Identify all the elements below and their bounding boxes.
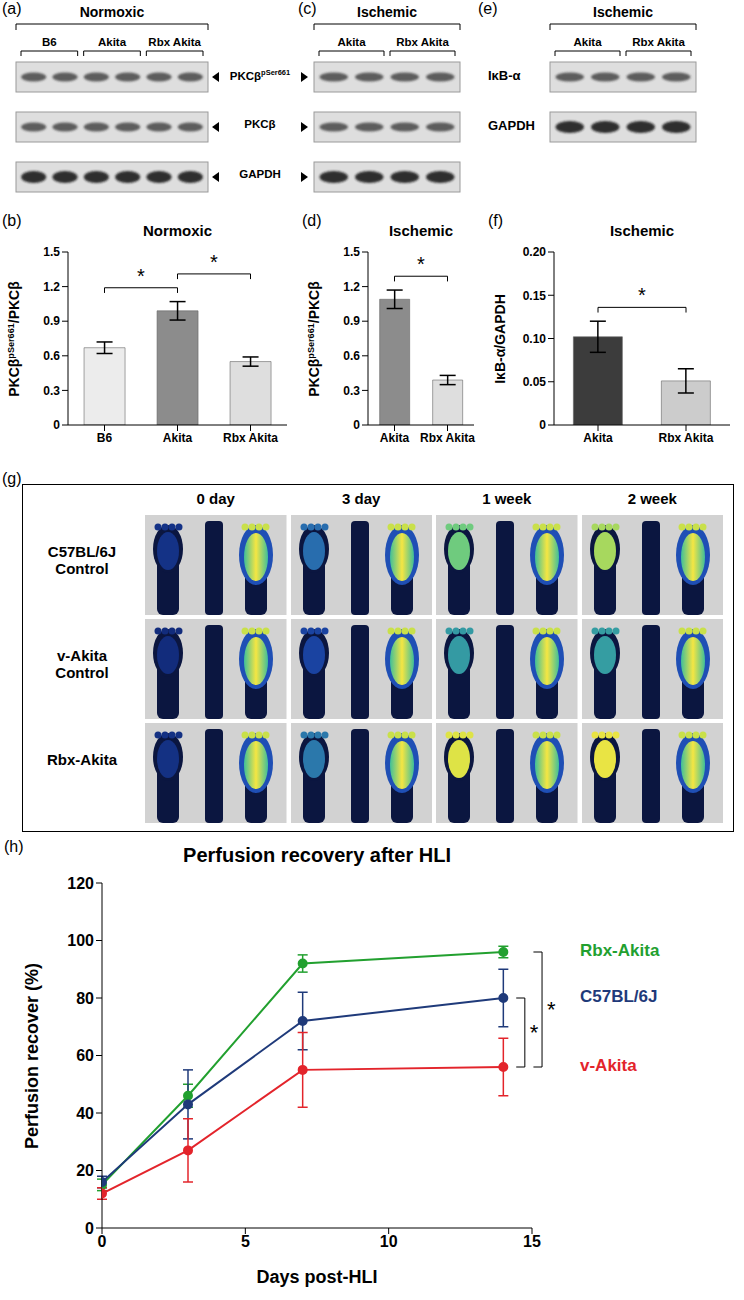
svg-text:0: 0 [85,1220,94,1237]
html-text:GAPDH: GAPDH [239,168,281,180]
svg-text:*: * [638,284,646,306]
svg-text:Akita: Akita [573,36,602,48]
svg-text:0.3: 0.3 [343,384,360,398]
svg-text:*: * [530,1020,539,1045]
svg-text:0: 0 [539,418,546,432]
html-text:C57BL/6J Control: C57BL/6J Control [47,543,117,577]
svg-text:20: 20 [76,1162,94,1179]
svg-text:1.5: 1.5 [43,245,60,259]
svg-text:0.9: 0.9 [343,314,360,328]
svg-text:1.5: 1.5 [343,245,360,259]
svg-text:15: 15 [523,1233,541,1250]
svg-text:1.2: 1.2 [343,280,360,294]
html-text:(b): (b) [2,212,22,229]
html-text:1 week: 1 week [482,490,532,507]
html-text:v-Akita: v-Akita [580,1056,637,1075]
html-text:(c): (c) [298,0,317,17]
svg-text:0.10: 0.10 [523,332,547,346]
svg-text:Rbx Akita: Rbx Akita [420,431,475,445]
svg-text:Ischemic: Ischemic [593,4,653,20]
html-text:Perfusion recovery after HLI: Perfusion recovery after HLI [183,844,451,866]
html-text:IκB-α/GAPDH: IκB-α/GAPDH [492,293,508,384]
svg-text:60: 60 [76,1047,94,1064]
svg-text:*: * [137,265,145,287]
svg-text:40: 40 [76,1105,94,1122]
svg-text:Rbx Akita: Rbx Akita [223,431,278,445]
html-text:(a): (a) [2,0,22,17]
svg-text:0.6: 0.6 [43,349,60,363]
html-text:Rbx-Akita: Rbx-Akita [47,751,117,768]
html-text:/PKCβ: /PKCβ [6,280,23,323]
svg-text:0.6: 0.6 [343,349,360,363]
svg-text:10: 10 [380,1233,398,1250]
html-text:pSer661: pSer661 [305,322,316,359]
svg-text:0.05: 0.05 [523,375,547,389]
svg-text:0: 0 [98,1233,107,1250]
svg-text:Days post-HLI: Days post-HLI [256,1267,377,1287]
html-text:Normoxic: Normoxic [142,222,213,239]
svg-text:*: * [547,997,556,1022]
html-text:Rbx-Akita: Rbx-Akita [580,941,660,960]
svg-text:0: 0 [353,418,360,432]
html-text:2 week: 2 week [627,490,677,507]
svg-text:Rbx Akita: Rbx Akita [148,36,201,48]
svg-text:0.3: 0.3 [43,384,60,398]
html-text:Perfusion recover (%): Perfusion recover (%) [21,962,42,1149]
html-text:pSer661: pSer661 [5,322,16,359]
svg-text:Akita: Akita [583,431,613,445]
svg-text:B6: B6 [97,431,113,445]
svg-text:B6: B6 [42,36,57,48]
svg-text:Akita: Akita [98,36,127,48]
html-text:(e): (e) [478,0,498,17]
svg-text:Akita: Akita [337,36,366,48]
html-text:IκB-α: IκB-α [488,68,521,83]
svg-text:0.20: 0.20 [523,245,547,259]
svg-text:100: 100 [67,932,94,949]
html-text:(g): (g) [2,470,22,487]
html-text:C57BL/6J: C57BL/6J [580,987,658,1006]
svg-text:*: * [210,251,218,273]
html-text:PKCβ: PKCβ [6,358,23,397]
svg-text:5: 5 [241,1233,250,1250]
svg-text:80: 80 [76,990,94,1007]
svg-text:1.2: 1.2 [43,280,60,294]
svg-text:Akita: Akita [380,431,410,445]
html-text:(d): (d) [302,212,322,229]
html-text:Ischemic: Ischemic [609,222,675,239]
svg-text:Normoxic: Normoxic [80,4,145,20]
html-text:v-Akita Control: v-Akita Control [55,647,109,681]
html-text:PKCβpSer661: PKCβpSer661 [229,68,291,82]
html-text:PKCβ: PKCβ [306,358,323,397]
html-text:(f): (f) [488,212,504,229]
svg-text:Rbx Akita: Rbx Akita [659,431,714,445]
html-text:3 day: 3 day [342,490,381,507]
html-text:/PKCβ: /PKCβ [306,280,323,323]
html-text:0 day: 0 day [196,490,235,507]
svg-text:0.15: 0.15 [523,289,547,303]
html-text:Ischemic: Ischemic [388,222,454,239]
svg-text:Akita: Akita [163,431,193,445]
html-text:(h): (h) [4,838,24,855]
html-text:PKCβ: PKCβ [244,118,276,130]
html-text:GAPDH: GAPDH [488,118,535,133]
svg-text:*: * [417,253,425,275]
svg-text:120: 120 [67,875,94,892]
svg-text:0.9: 0.9 [43,314,60,328]
svg-text:0: 0 [53,418,60,432]
svg-text:Rbx Akita: Rbx Akita [396,36,449,48]
svg-text:Rbx Akita: Rbx Akita [632,36,685,48]
svg-text:Ischemic: Ischemic [357,4,417,20]
